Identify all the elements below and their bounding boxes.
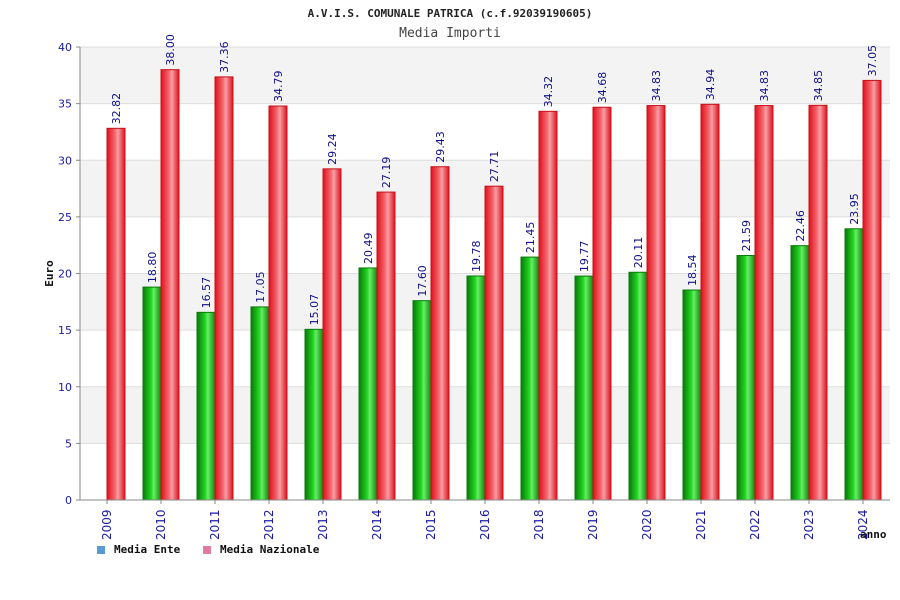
bar-media-ente-2010 [142,286,162,501]
bar-media-nazionale-2014 [376,191,396,501]
x-tick-label-2021: 2021 [694,509,708,540]
y-axis-ticks: 0 5 10 15 20 25 30 35 40 [58,41,80,507]
legend-label-media-ente: Media Ente [114,543,181,556]
x-axis-label: anno [860,528,887,541]
y-axis-label: Euro [43,260,56,287]
value-label-media-nazionale-2023: 34.85 [812,70,825,102]
value-label-media-nazionale-2024: 37.05 [866,45,879,77]
x-tick-label-2018: 2018 [532,509,546,540]
value-label-media-nazionale-2016: 27.71 [488,151,501,183]
x-tick-label-2023: 2023 [802,509,816,540]
value-label-media-ente-2014: 20.49 [362,232,375,264]
bar-media-nazionale-2015 [430,166,450,501]
chart-title: A.V.I.S. COMUNALE PATRICA (c.f.920391906… [308,7,593,20]
value-label-media-nazionale-2013: 29.24 [326,133,339,165]
legend-swatch-media-nazionale [203,546,211,554]
bar-media-nazionale-2020 [646,105,666,501]
y-tick-label: 0 [65,494,72,507]
bar-media-ente-2012 [250,306,270,501]
bar-media-ente-2022 [736,254,756,501]
value-labels: 32.82 18.80 38.00 16.57 37.36 17.05 34.79 15.07… [110,34,879,325]
bar-media-nazionale-2013 [322,168,342,501]
value-label-media-ente-2020: 20.11 [632,237,645,269]
bar-media-nazionale-2024 [862,79,882,501]
y-tick-label: 15 [58,324,72,337]
value-label-media-nazionale-2010: 38.00 [164,34,177,66]
value-label-media-nazionale-2015: 29.43 [434,131,447,163]
bar-media-ente-2013 [304,328,324,501]
value-label-media-ente-2013: 15.07 [308,294,321,326]
bar-media-ente-2011 [196,311,216,501]
bar-media-nazionale-2022 [754,105,774,501]
bar-media-nazionale-2023 [808,104,828,501]
bar-media-ente-2024 [844,228,864,501]
x-tick-label-2015: 2015 [424,509,438,540]
x-tick-label-2024: 2024 [856,509,870,540]
chart-subtitle: Media Importi [399,26,501,41]
legend-swatch-media-ente [97,546,105,554]
bar-media-nazionale-2016 [484,185,504,501]
value-label-media-nazionale-2022: 34.83 [758,70,771,102]
bar-media-ente-2014 [358,267,378,501]
x-tick-label-2012: 2012 [262,509,276,540]
value-label-media-ente-2011: 16.57 [200,277,213,309]
x-tick-label-2019: 2019 [586,509,600,540]
x-tick-label-2009: 2009 [100,509,114,540]
value-label-media-nazionale-2019: 34.68 [596,72,609,104]
bars [106,69,882,501]
x-tick-label-2011: 2011 [208,509,222,540]
value-label-media-ente-2024: 23.95 [848,193,861,225]
value-label-media-nazionale-2012: 34.79 [272,71,285,103]
y-tick-label: 40 [58,41,72,54]
bar-media-ente-2019 [574,275,594,501]
x-tick-label-2020: 2020 [640,509,654,540]
y-tick-label: 5 [65,437,72,450]
value-label-media-nazionale-2020: 34.83 [650,70,663,102]
y-tick-label: 25 [58,211,72,224]
value-label-media-nazionale-2014: 27.19 [380,157,393,189]
value-label-media-ente-2023: 22.46 [794,210,807,242]
bar-media-nazionale-2012 [268,105,288,501]
x-tick-label-2014: 2014 [370,509,384,540]
y-tick-label: 20 [58,268,72,281]
legend: Media Ente Media Nazionale [97,543,320,556]
x-tick-label-2010: 2010 [154,509,168,540]
value-label-media-ente-2010: 18.80 [146,252,159,284]
value-label-media-nazionale-2021: 34.94 [704,69,717,101]
y-tick-label: 35 [58,98,72,111]
x-tick-label-2013: 2013 [316,509,330,540]
y-tick-label: 10 [58,381,72,394]
value-label-media-ente-2019: 19.77 [578,241,591,273]
y-tick-label: 30 [58,154,72,167]
bar-media-nazionale-2018 [538,110,558,501]
value-label-media-nazionale-2018: 34.32 [542,76,555,108]
bar-media-ente-2021 [682,289,702,501]
value-label-media-ente-2015: 17.60 [416,265,429,297]
bar-media-ente-2023 [790,245,810,501]
bar-media-nazionale-2009 [106,127,126,501]
value-label-media-ente-2022: 21.59 [740,220,753,252]
bar-media-ente-2016 [466,275,486,501]
bar-media-nazionale-2011 [214,76,234,501]
bar-media-ente-2015 [412,300,432,501]
bar-media-ente-2020 [628,271,648,501]
bar-media-nazionale-2021 [700,103,720,501]
value-label-media-ente-2012: 17.05 [254,271,267,303]
value-label-media-ente-2021: 18.54 [686,255,699,287]
x-axis-ticks: 2009 2010 2011 2012 2013 2014 2015 2016 2018 2019… [100,500,870,540]
value-label-media-nazionale-2009: 32.82 [110,93,123,125]
bar-media-nazionale-2019 [592,106,612,501]
value-label-media-ente-2016: 19.78 [470,240,483,272]
x-tick-label-2022: 2022 [748,509,762,540]
value-label-media-ente-2018: 21.45 [524,222,537,254]
x-tick-label-2016: 2016 [478,509,492,540]
value-label-media-nazionale-2011: 37.36 [218,41,231,73]
legend-label-media-nazionale: Media Nazionale [220,543,320,556]
bar-media-nazionale-2010 [160,69,180,501]
bar-media-ente-2018 [520,256,540,501]
